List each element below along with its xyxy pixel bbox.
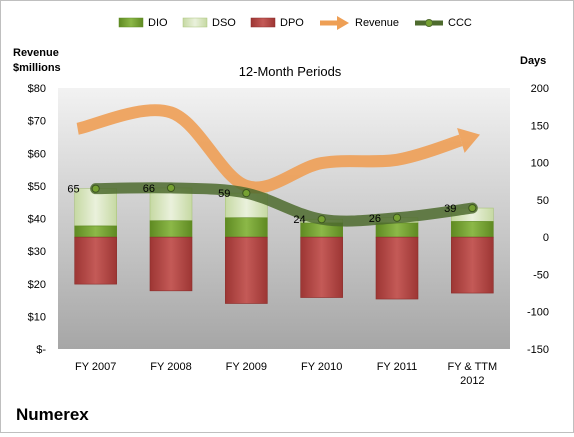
ccc-data-label: 59 xyxy=(218,188,230,200)
x-tick-label-line2: 2012 xyxy=(460,375,484,387)
x-tick-label: FY & TTM xyxy=(447,361,497,373)
x-tick-label: FY 2007 xyxy=(75,361,116,373)
bar-dpo xyxy=(225,236,268,304)
right-tick-label: -50 xyxy=(533,269,549,281)
right-tick-label: -100 xyxy=(527,307,549,319)
ccc-data-label: 39 xyxy=(444,203,456,215)
ccc-point xyxy=(242,189,251,198)
right-tick-label: 150 xyxy=(531,120,549,132)
left-tick-label: $40 xyxy=(28,214,46,226)
legend-label-dio: DIO xyxy=(148,17,168,29)
left-axis-title-line1: Revenue xyxy=(13,47,59,59)
left-tick-label: $70 xyxy=(28,116,46,128)
legend-swatch-dio xyxy=(118,17,144,28)
right-tick-label: 100 xyxy=(531,158,549,170)
right-axis-ticks: -150 -100 -50 0 50 100 150 200 xyxy=(527,83,549,356)
legend-label-dpo: DPO xyxy=(280,17,304,29)
bar-dio xyxy=(375,222,419,238)
ccc-point xyxy=(317,215,326,224)
legend-swatch-revenue xyxy=(320,16,349,30)
bar-dpo xyxy=(149,236,193,292)
left-tick-label: $- xyxy=(36,344,46,356)
legend: DIO DSO DPO Revenue CCC xyxy=(118,16,472,30)
company-name: Numerex xyxy=(16,405,89,424)
bar-dio xyxy=(451,221,494,238)
ccc-data-label: 26 xyxy=(369,213,381,225)
x-tick-label: FY 2008 xyxy=(150,361,191,373)
revenue-line xyxy=(76,104,463,194)
left-axis-ticks: $- $10 $20 $30 $40 $50 $60 $70 $80 xyxy=(28,83,47,356)
ccc-line xyxy=(90,182,478,227)
ccc-point xyxy=(392,213,402,222)
x-axis-labels: FY 2007 FY 2008 FY 2009 FY 2010 FY 2011 FY & … xyxy=(75,361,497,387)
chart-title: 12-Month Periods xyxy=(239,64,342,79)
left-tick-label: $60 xyxy=(28,148,46,160)
bar-dio xyxy=(149,220,193,238)
right-tick-label: -150 xyxy=(527,344,549,356)
left-tick-label: $80 xyxy=(28,83,46,95)
ccc-point xyxy=(91,184,100,193)
ccc-point xyxy=(468,203,477,213)
revenue-arrowhead xyxy=(457,127,480,153)
bar-dpo xyxy=(74,236,117,285)
left-tick-label: $10 xyxy=(28,311,46,323)
legend-swatch-dpo xyxy=(250,17,276,28)
legend-label-dso: DSO xyxy=(212,17,236,29)
bar-dio xyxy=(225,217,268,238)
legend-label-ccc: CCC xyxy=(448,17,472,29)
left-tick-label: $30 xyxy=(28,246,46,258)
bar-dpo xyxy=(375,236,419,300)
right-axis-title: Days xyxy=(520,55,546,67)
ccc-point xyxy=(166,183,176,193)
x-tick-label: FY 2010 xyxy=(301,361,342,373)
plot-area xyxy=(58,88,510,349)
legend-swatch-ccc xyxy=(415,19,443,27)
left-axis-title-line2: $millions xyxy=(13,62,61,74)
legend-label-revenue: Revenue xyxy=(355,17,399,29)
right-tick-label: 50 xyxy=(537,195,549,207)
ccc-data-label: 65 xyxy=(67,184,79,196)
ccc-data-label: 24 xyxy=(293,214,305,226)
bar-dpo xyxy=(451,236,494,294)
left-tick-label: $20 xyxy=(28,279,46,291)
bar-dso xyxy=(74,188,117,227)
x-tick-label: FY 2009 xyxy=(226,361,267,373)
legend-swatch-dso xyxy=(182,17,208,28)
right-tick-label: 0 xyxy=(543,232,549,244)
ccc-data-label: 66 xyxy=(143,183,155,195)
bar-dpo xyxy=(300,236,343,298)
left-tick-label: $50 xyxy=(28,181,46,193)
lines: 65 66 59 24 26 39 xyxy=(67,104,480,227)
right-tick-label: 200 xyxy=(531,83,549,95)
bar-dio xyxy=(74,225,117,238)
x-tick-label: FY 2011 xyxy=(377,361,418,373)
